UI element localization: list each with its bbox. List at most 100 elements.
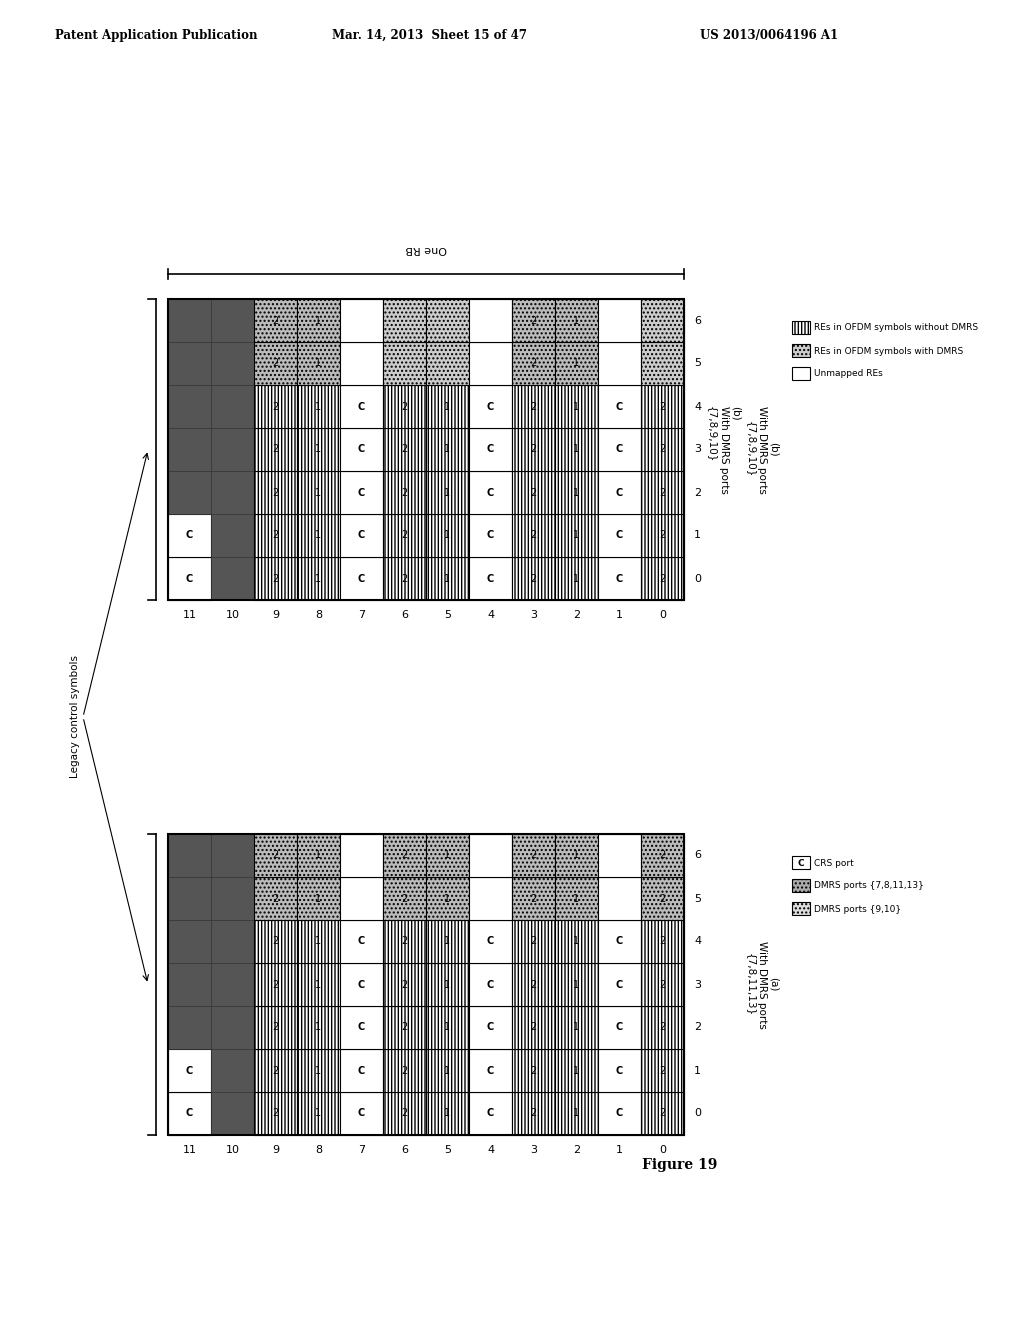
Text: 8: 8 (315, 610, 323, 620)
Bar (383, 385, 426, 428)
Text: 2: 2 (401, 1023, 408, 1032)
Text: C: C (357, 1065, 366, 1076)
Bar (211, 876, 254, 920)
Text: 1: 1 (315, 979, 322, 990)
Text: 1: 1 (573, 1109, 580, 1118)
Bar (254, 964, 297, 1006)
Bar (555, 1049, 598, 1092)
Text: 9: 9 (272, 1144, 280, 1155)
Bar (168, 920, 211, 964)
Text: C: C (186, 573, 194, 583)
Text: 2: 2 (272, 1023, 279, 1032)
Bar (383, 342, 426, 385)
Text: 1: 1 (444, 936, 451, 946)
Text: 1: 1 (573, 445, 580, 454)
Bar (641, 876, 684, 920)
Text: 2: 2 (659, 1023, 666, 1032)
Text: 2: 2 (530, 850, 537, 861)
Text: US 2013/0064196 A1: US 2013/0064196 A1 (700, 29, 838, 41)
Text: 2: 2 (272, 1065, 279, 1076)
Bar (469, 1092, 512, 1135)
Bar (555, 342, 598, 385)
Text: 1: 1 (315, 573, 322, 583)
Bar (254, 920, 297, 964)
Bar (641, 428, 684, 471)
Text: 2: 2 (530, 315, 537, 326)
Text: C: C (486, 573, 495, 583)
Bar (254, 1092, 297, 1135)
Bar (598, 876, 641, 920)
Bar (340, 834, 383, 876)
Bar (641, 964, 684, 1006)
Bar (211, 513, 254, 557)
Bar (168, 1092, 211, 1135)
Bar (426, 428, 469, 471)
Text: 2: 2 (401, 1109, 408, 1118)
Text: Mar. 14, 2013  Sheet 15 of 47: Mar. 14, 2013 Sheet 15 of 47 (333, 29, 527, 41)
Text: 2: 2 (573, 1144, 580, 1155)
Bar (211, 342, 254, 385)
Bar (340, 1049, 383, 1092)
Text: C: C (486, 487, 495, 498)
Bar (426, 300, 469, 342)
Text: C: C (615, 979, 624, 990)
Bar (792, 367, 810, 380)
Bar (426, 964, 469, 1006)
Bar (641, 342, 684, 385)
Bar (383, 1006, 426, 1049)
Bar (211, 471, 254, 513)
Bar (254, 342, 297, 385)
Bar (426, 1049, 469, 1092)
Bar (211, 1092, 254, 1135)
Text: 2: 2 (530, 573, 537, 583)
Text: C: C (186, 1109, 194, 1118)
Bar (383, 513, 426, 557)
Text: 2: 2 (272, 401, 279, 412)
Text: C: C (615, 531, 624, 540)
Bar (512, 471, 555, 513)
Text: C: C (615, 1065, 624, 1076)
Text: 1: 1 (315, 487, 322, 498)
Bar (297, 1006, 340, 1049)
Bar (297, 471, 340, 513)
Bar (469, 300, 512, 342)
Text: C: C (486, 1065, 495, 1076)
Text: 2: 2 (530, 401, 537, 412)
Text: 2: 2 (659, 531, 666, 540)
Bar (426, 385, 469, 428)
Text: C: C (357, 1109, 366, 1118)
Bar (555, 300, 598, 342)
Bar (297, 342, 340, 385)
Bar (254, 385, 297, 428)
Bar (598, 1092, 641, 1135)
Text: 0: 0 (694, 1109, 701, 1118)
Text: C: C (615, 1023, 624, 1032)
Bar (168, 385, 211, 428)
Text: 1: 1 (573, 531, 580, 540)
Text: 2: 2 (659, 487, 666, 498)
Text: 1: 1 (444, 979, 451, 990)
Bar (297, 1049, 340, 1092)
Text: 8: 8 (315, 1144, 323, 1155)
Bar (254, 428, 297, 471)
Bar (792, 902, 810, 915)
Text: 4: 4 (487, 1144, 494, 1155)
Bar (383, 300, 426, 342)
Text: 2: 2 (659, 401, 666, 412)
Text: 2: 2 (530, 487, 537, 498)
Text: C: C (486, 1109, 495, 1118)
Bar (469, 513, 512, 557)
Text: 2: 2 (401, 487, 408, 498)
Bar (598, 964, 641, 1006)
Text: C: C (186, 531, 194, 540)
Text: 1: 1 (616, 610, 623, 620)
Text: 2: 2 (401, 1065, 408, 1076)
Bar (555, 385, 598, 428)
Bar (297, 513, 340, 557)
Text: 2: 2 (272, 1109, 279, 1118)
Text: 2: 2 (573, 610, 580, 620)
Bar (254, 876, 297, 920)
Text: 2: 2 (659, 1065, 666, 1076)
Text: 2: 2 (694, 1023, 701, 1032)
Bar (641, 557, 684, 601)
